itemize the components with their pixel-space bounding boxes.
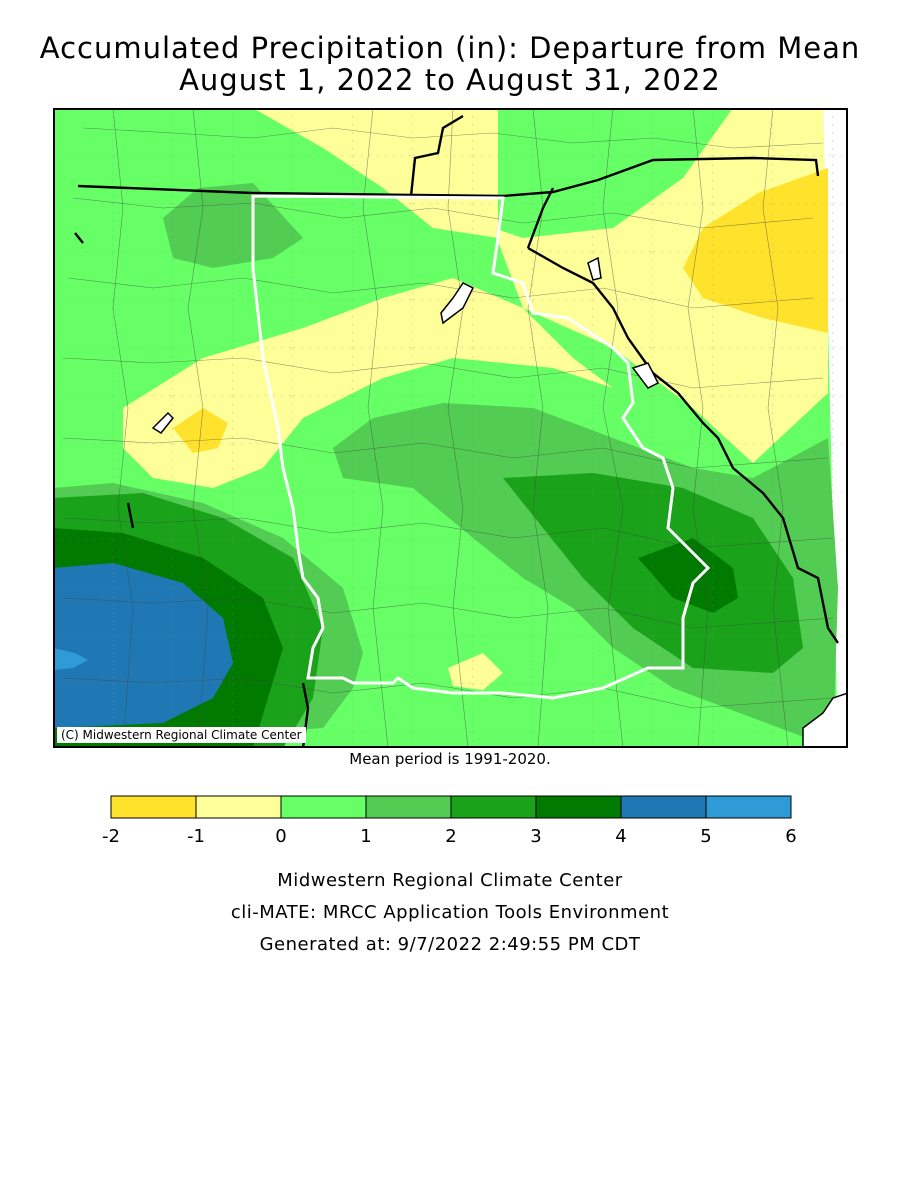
- legend-swatch: [705, 795, 792, 819]
- copyright-label: (C) Midwestern Regional Climate Center: [57, 727, 306, 743]
- legend-tick-label: 4: [615, 826, 626, 847]
- legend-tick-label: 0: [275, 826, 286, 847]
- lake: [631, 362, 660, 389]
- lake: [151, 411, 175, 434]
- map-title-line-2: August 1, 2022 to August 31, 2022: [179, 63, 721, 97]
- legend-tick-label: 3: [530, 826, 541, 847]
- legend-swatch: [620, 795, 707, 819]
- legend-tick-label: -1: [187, 826, 205, 847]
- legend-tick-label: 6: [785, 826, 796, 847]
- footer-org: Midwestern Regional Climate Center: [277, 870, 623, 891]
- georgia-outline: [251, 194, 711, 700]
- legend-swatch: [195, 795, 282, 819]
- legend-swatch: [110, 795, 197, 819]
- coastline: [802, 692, 848, 748]
- legend-swatch: [365, 795, 452, 819]
- footer-generated: Generated at: 9/7/2022 2:49:55 PM CDT: [259, 934, 641, 955]
- precipitation-map: [53, 108, 848, 748]
- footer-tool: cli-MATE: MRCC Application Tools Environ…: [230, 902, 670, 923]
- lake: [587, 256, 602, 281]
- legend-swatch: [280, 795, 367, 819]
- legend-tick-label: 1: [360, 826, 371, 847]
- legend-tick-label: 2: [445, 826, 456, 847]
- legend-tick-label: -2: [102, 826, 120, 847]
- mean-period-note: Mean period is 1991-2020.: [349, 750, 551, 768]
- legend-swatch: [450, 795, 537, 819]
- lake: [440, 282, 475, 325]
- color-legend: -2 -1 0 1 2 3 4 5 6: [102, 795, 797, 847]
- legend-swatch: [535, 795, 622, 819]
- map-title-line-1: Accumulated Precipitation (in): Departur…: [39, 31, 861, 65]
- legend-tick-label: 5: [700, 826, 711, 847]
